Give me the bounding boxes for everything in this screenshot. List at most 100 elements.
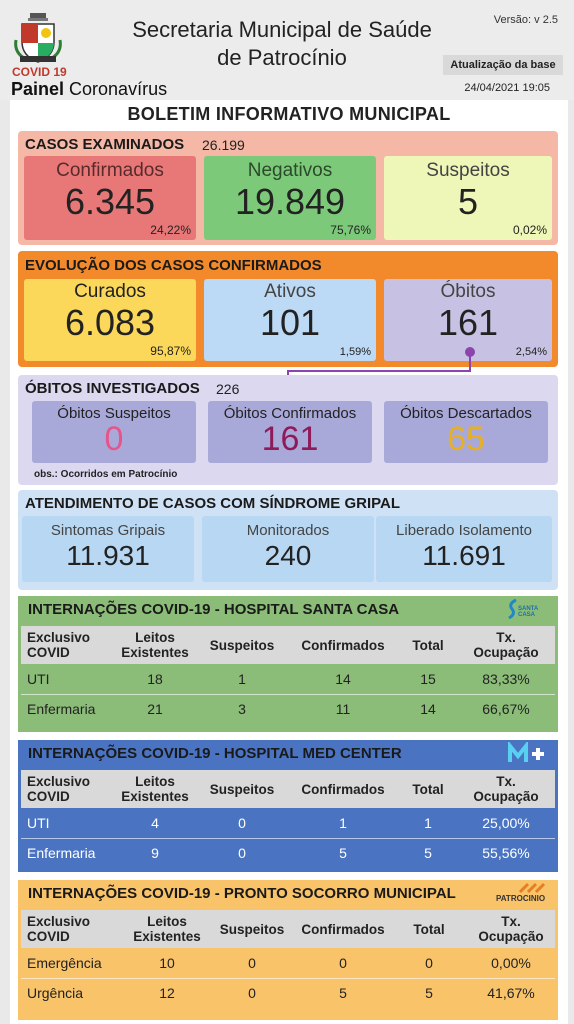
- col-suspects: Suspeitos: [197, 626, 287, 664]
- row-name: Enfermaria: [27, 701, 96, 718]
- row-name: UTI: [21, 808, 113, 839]
- cured-box[interactable]: Curados 6.083 95,87%: [24, 279, 196, 361]
- discarded-deaths-label: Óbitos Descartados: [400, 405, 532, 422]
- row-beds: 4: [113, 808, 197, 839]
- investigated-deaths-section: ÓBITOS INVESTIGADOS 226 Óbitos Suspeitos…: [18, 375, 558, 485]
- row-occupancy: 25,00%: [457, 808, 555, 839]
- negative-label: Negativos: [247, 160, 333, 181]
- row-total: 5: [425, 985, 433, 1002]
- col-exclusive-covid: Exclusivo COVID: [21, 910, 125, 948]
- version-label: Versão: v 2.5: [493, 14, 558, 26]
- col-occupancy: Tx. Ocupação: [457, 626, 555, 664]
- confirmed-deaths-label: Óbitos Confirmados: [223, 405, 357, 422]
- panel-title-rest: Coronavírus: [64, 79, 168, 99]
- suspect-deaths-label: Óbitos Suspeitos: [57, 405, 171, 422]
- col-confirmed: Confirmados: [287, 626, 399, 664]
- cured-label: Curados: [74, 281, 146, 302]
- city-coat-of-arms-icon: [14, 13, 62, 63]
- isolation-released-label: Liberado Isolamento: [396, 522, 532, 539]
- row-name: Emergência: [21, 948, 125, 979]
- deaths-value: 161: [437, 302, 499, 343]
- patrocinio-logo-icon: [518, 882, 546, 894]
- col-confirmed: Confirmados: [295, 910, 391, 948]
- evolution-title: EVOLUÇÃO DOS CASOS CONFIRMADOS: [25, 257, 322, 274]
- cured-value: 6.083: [64, 302, 156, 343]
- table-row: Urgência 12 0 5 5 41,67%: [21, 978, 555, 1008]
- active-box[interactable]: Ativos 101 1,59%: [204, 279, 376, 361]
- table-row: UTI 18 1 14 15 83,33%: [21, 664, 555, 695]
- row-beds: 10: [125, 948, 209, 979]
- row-confirmed: 1: [287, 808, 399, 839]
- investigated-deaths-total: 226: [216, 381, 240, 397]
- row-beds: 21: [147, 701, 163, 718]
- negative-pct: 75,76%: [330, 223, 371, 237]
- row-total: 1: [399, 808, 457, 839]
- med-center-section: INTERNAÇÕES COVID-19 - HOSPITAL MED CENT…: [18, 740, 558, 872]
- col-total: Total: [391, 910, 467, 948]
- suspect-box[interactable]: Suspeitos 5 0,02%: [384, 156, 552, 240]
- row-total: 15: [399, 664, 457, 695]
- pronto-socorro-title: INTERNAÇÕES COVID-19 - PRONTO SOCORRO MU…: [28, 885, 456, 902]
- row-name: Urgência: [27, 985, 84, 1002]
- page-title: Secretaria Municipal de Saúde de Patrocí…: [112, 16, 452, 72]
- cases-examined-total: 26.199: [202, 137, 245, 153]
- confirmed-label: Confirmados: [56, 160, 164, 181]
- row-suspects: 1: [197, 664, 287, 695]
- isolation-released-box[interactable]: Liberado Isolamento 11.691: [376, 516, 552, 582]
- col-total: Total: [399, 626, 457, 664]
- row-occupancy: 66,67%: [482, 701, 530, 718]
- row-suspects: 0: [248, 985, 256, 1002]
- col-suspects: Suspeitos: [209, 910, 295, 948]
- med-center-table: Exclusivo COVID Leitos Existentes Suspeito…: [21, 770, 555, 868]
- table-header-row: Exclusivo COVID Leitos Existentes Suspeito…: [21, 770, 555, 808]
- panel-title: Painel Coronavírus: [11, 79, 167, 100]
- panel-title-bold: Painel: [11, 79, 65, 99]
- confirmed-box[interactable]: Confirmados 6.345 24,22%: [24, 156, 196, 240]
- col-total: Total: [399, 770, 457, 808]
- row-name: UTI: [21, 664, 113, 695]
- row-name: Enfermaria: [27, 845, 96, 862]
- santa-casa-logo: SANTA CASA: [506, 598, 552, 622]
- confirmed-deaths-box[interactable]: Óbitos Confirmados 161: [208, 401, 372, 463]
- deaths-box[interactable]: Óbitos 161 2,54%: [384, 279, 552, 361]
- table-row: Emergência 10 0 0 0 0,00%: [21, 948, 555, 979]
- deaths-label: Óbitos: [440, 281, 496, 302]
- santa-casa-title: INTERNAÇÕES COVID-19 - HOSPITAL SANTA CA…: [28, 601, 400, 618]
- med-center-header: INTERNAÇÕES COVID-19 - HOSPITAL MED CENT…: [18, 740, 558, 768]
- flu-symptoms-label: Sintomas Gripais: [50, 522, 166, 539]
- cured-pct: 95,87%: [150, 344, 191, 358]
- cases-examined-section: CASOS EXAMINADOS 26.199 Confirmados 6.34…: [18, 131, 558, 245]
- negative-box[interactable]: Negativos 19.849 75,76%: [204, 156, 376, 240]
- suspect-deaths-box[interactable]: Óbitos Suspeitos 0: [32, 401, 196, 463]
- confirmed-pct: 24,22%: [150, 223, 191, 237]
- med-center-logo-icon: [508, 742, 544, 762]
- row-confirmed: 5: [339, 845, 347, 862]
- santa-casa-header: INTERNAÇÕES COVID-19 - HOSPITAL SANTA CA…: [18, 596, 558, 624]
- investigated-deaths-note: obs.: Ocorridos em Patrocínio: [34, 469, 178, 480]
- page-title-line1: Secretaria Municipal de Saúde: [132, 17, 432, 42]
- page-title-line2: de Patrocínio: [217, 45, 347, 70]
- bulletin-title: BOLETIM INFORMATIVO MUNICIPAL: [127, 104, 451, 124]
- row-occupancy: 0,00%: [467, 948, 555, 979]
- table-header-row: Exclusivo COVID Leitos Existentes Suspeito…: [21, 626, 555, 664]
- monitored-box[interactable]: Monitorados 240: [202, 516, 374, 582]
- confirmed-deaths-value: 161: [261, 420, 319, 458]
- patrocinio-logo-text: PATROCINIO: [496, 894, 546, 903]
- santa-casa-logo-icon: [508, 598, 517, 620]
- flu-syndrome-section: ATENDIMENTO DE CASOS COM SÍNDROME GRIPAL…: [18, 490, 558, 590]
- isolation-released-value: 11.691: [422, 540, 506, 571]
- table-row: UTI 4 0 1 1 25,00%: [21, 808, 555, 839]
- update-base-label: Atualização da base: [443, 55, 563, 75]
- flu-symptoms-value: 11.931: [66, 540, 150, 571]
- discarded-deaths-box[interactable]: Óbitos Descartados 65: [384, 401, 548, 463]
- monitored-value: 240: [264, 540, 312, 571]
- row-suspects: 0: [238, 845, 246, 862]
- cases-examined-title: CASOS EXAMINADOS: [25, 136, 185, 153]
- flu-symptoms-box[interactable]: Sintomas Gripais 11.931: [22, 516, 194, 582]
- col-confirmed: Confirmados: [287, 770, 399, 808]
- santa-casa-table: Exclusivo COVID Leitos Existentes Suspeito…: [21, 626, 555, 724]
- col-beds: Leitos Existentes: [113, 626, 197, 664]
- row-suspects: 0: [209, 948, 295, 979]
- col-exclusive-covid: Exclusivo COVID: [21, 770, 113, 808]
- col-suspects: Suspeitos: [197, 770, 287, 808]
